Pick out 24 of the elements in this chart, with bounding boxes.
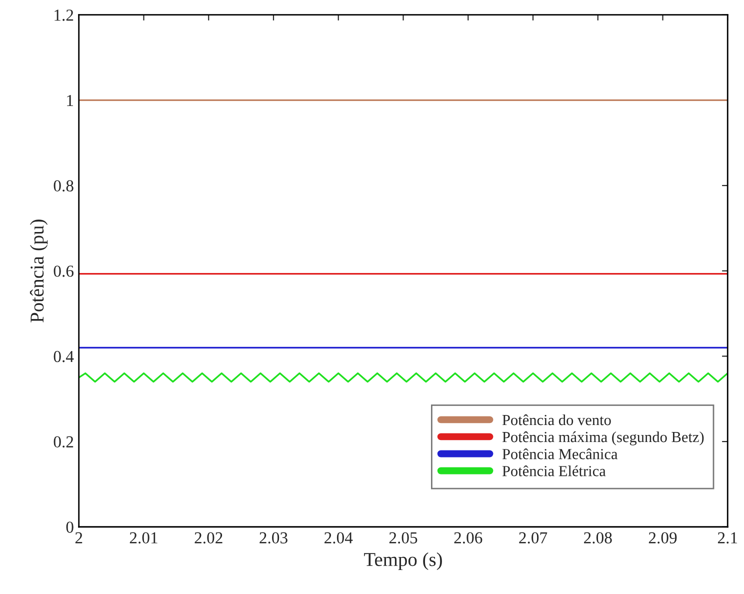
y-tick-label: 0.4 [54,350,74,362]
x-axis-title: Tempo (s) [364,552,442,570]
x-tick-label: 2.05 [389,532,418,544]
x-tick-label: 2.08 [584,532,612,544]
y-axis-title: Potência (pu) [30,220,48,322]
legend-label: Potência do vento [502,414,611,426]
y-tick-label: 1.2 [54,10,74,21]
x-tick-label: 2.02 [194,532,222,544]
legend-label: Potência Elétrica [502,465,606,476]
y-tick-label: 0.2 [54,436,74,448]
y-tick-label: 0 [66,522,74,533]
x-tick-label: 2.1 [718,532,738,544]
x-tick-label: 2.09 [648,532,677,544]
legend-label: Potência Mecânica [502,448,618,460]
y-tick-label: 0.8 [54,180,74,192]
x-tick-label: 2.04 [324,532,353,544]
x-tick-label: 2.07 [519,532,548,544]
x-tick-label: 2.06 [454,532,482,544]
y-tick-label: 1 [67,94,74,106]
y-tick-label: 0.6 [54,266,74,277]
x-tick-label: 2.03 [260,532,288,544]
legend-label: Potência máxima (segundo Betz) [502,431,704,446]
x-tick-label: 2 [75,532,82,544]
x-tick-label: 2.01 [130,532,158,544]
